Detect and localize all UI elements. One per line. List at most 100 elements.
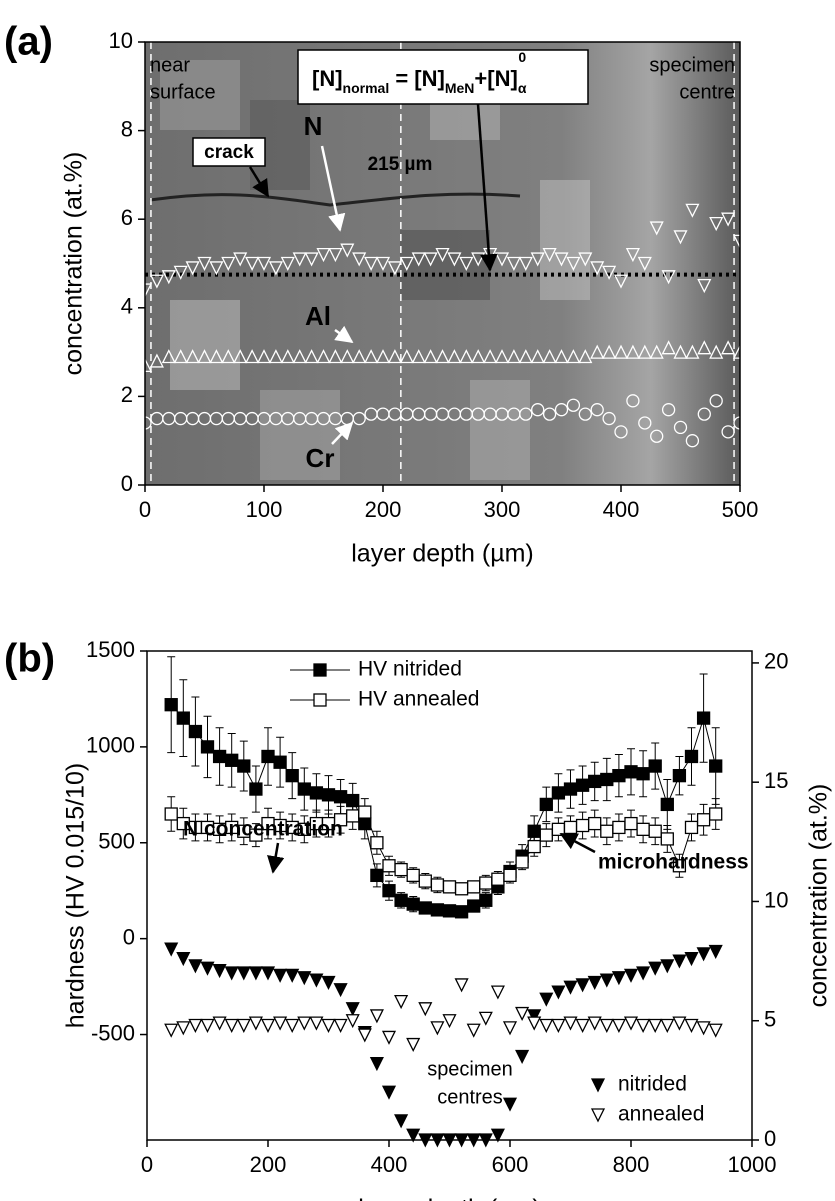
formula-part: α (518, 80, 527, 96)
marker (672, 954, 687, 969)
marker (364, 349, 379, 364)
marker (423, 252, 438, 267)
y2-axis-label: concentration (at.%) (805, 784, 833, 1008)
marker (578, 407, 592, 421)
marker (236, 1018, 251, 1033)
marker (611, 1018, 626, 1033)
marker (506, 349, 521, 364)
marker (233, 252, 248, 267)
marker (256, 256, 272, 271)
marker (685, 203, 700, 218)
annotation-arrow (320, 145, 346, 232)
marker (566, 256, 581, 271)
marker (188, 724, 203, 739)
marker (369, 1009, 384, 1024)
marker (636, 1018, 651, 1033)
marker (563, 782, 578, 796)
marker (442, 1014, 457, 1029)
marker (685, 344, 700, 359)
marker (672, 768, 687, 783)
y-axis-label: concentration (at.%) (60, 152, 88, 376)
marker (587, 1016, 602, 1031)
y-tick-label: 1500 (86, 637, 135, 662)
marker (612, 820, 626, 835)
marker (551, 786, 566, 800)
x-axis-label: layer depth (µm) (351, 540, 534, 568)
marker (328, 247, 343, 263)
marker (697, 407, 711, 421)
marker (309, 1016, 324, 1031)
formula: [N]normal = [N]MeN+[N]α 0 (312, 49, 527, 96)
marker (515, 1006, 530, 1022)
marker (375, 349, 391, 364)
marker (467, 899, 481, 913)
legend-marker (313, 663, 327, 677)
legend-label: HV nitrided (358, 658, 462, 681)
marker (588, 774, 602, 789)
marker (530, 252, 545, 267)
marker (333, 983, 348, 998)
marker (164, 942, 179, 957)
marker (185, 261, 200, 276)
marker (430, 1021, 445, 1036)
annotation: centre (679, 81, 735, 103)
marker (554, 349, 569, 364)
marker (506, 256, 521, 271)
marker (411, 349, 426, 364)
marker (394, 862, 408, 877)
marker (661, 270, 676, 285)
marker (248, 966, 263, 981)
annotation: microhardness (598, 851, 749, 874)
marker (316, 349, 331, 364)
marker (626, 394, 640, 408)
marker (661, 403, 676, 417)
marker (430, 903, 445, 917)
marker (623, 968, 639, 983)
marker (563, 980, 578, 995)
panel-label: (a) (4, 20, 53, 64)
marker (696, 711, 711, 725)
marker (200, 961, 215, 976)
marker (333, 790, 348, 804)
marker (563, 1016, 578, 1031)
marker (236, 966, 251, 981)
marker (590, 403, 604, 417)
marker (637, 344, 652, 359)
marker (479, 893, 493, 907)
marker (260, 1018, 276, 1033)
marker (721, 340, 736, 355)
marker (225, 753, 239, 767)
annotation-arrow (248, 166, 270, 198)
marker (625, 344, 640, 359)
marker (696, 813, 711, 827)
annotation-arrow (334, 325, 354, 344)
marker (599, 1018, 614, 1033)
marker (539, 797, 553, 812)
marker (575, 978, 590, 993)
marker (357, 1028, 372, 1043)
marker (224, 1018, 239, 1033)
marker (197, 256, 212, 271)
marker (709, 394, 723, 408)
marker (411, 252, 426, 267)
marker (673, 420, 688, 435)
x-tick-label: 600 (492, 1152, 529, 1177)
marker (280, 349, 295, 364)
marker (345, 1002, 360, 1017)
marker (599, 973, 614, 988)
annotation: 215 µm (368, 154, 433, 175)
marker (531, 403, 545, 417)
formula-part: [N] (312, 66, 343, 91)
marker (502, 1097, 518, 1112)
marker (539, 1018, 554, 1033)
marker (256, 349, 272, 364)
marker (588, 816, 602, 831)
marker (661, 340, 676, 355)
marker (660, 959, 675, 974)
marker (304, 349, 319, 364)
marker (602, 265, 617, 280)
marker (708, 944, 723, 960)
y-tick-label: 8 (121, 116, 133, 141)
annotation: near (150, 54, 190, 76)
marker (636, 966, 651, 981)
